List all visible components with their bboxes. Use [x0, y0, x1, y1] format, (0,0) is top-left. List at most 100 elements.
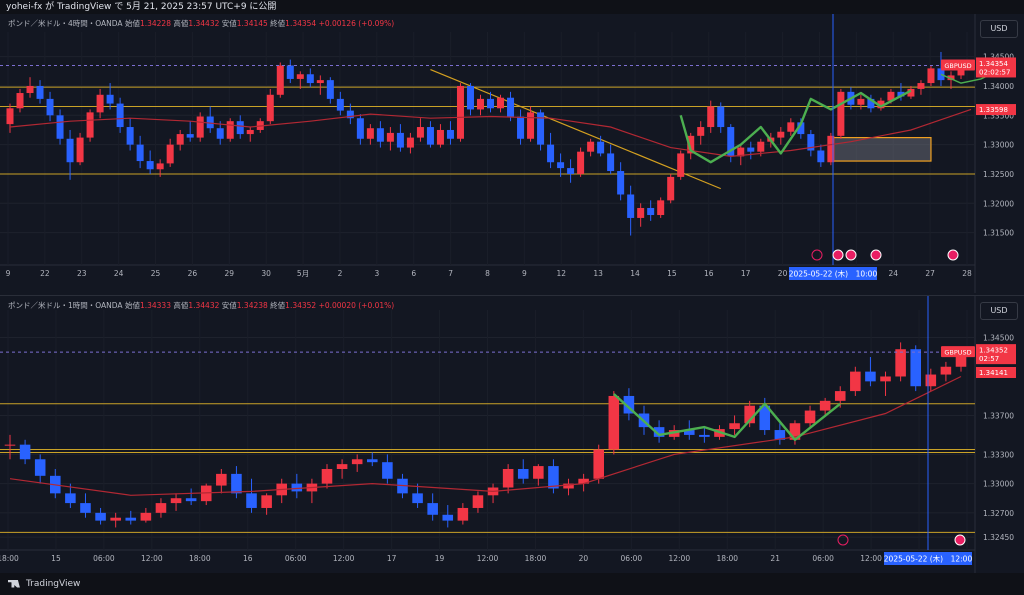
currency-button-4h[interactable]: USD: [980, 20, 1018, 38]
candle-body: [336, 98, 344, 111]
y-tick-label: 1.33000: [983, 480, 1014, 489]
x-tick-label: 18:00: [716, 554, 738, 563]
x-tick-label: 22: [40, 269, 50, 278]
candle-body: [497, 97, 505, 109]
candle-body: [291, 483, 303, 492]
candle-body: [537, 112, 545, 145]
x-tick-label: 2: [338, 269, 343, 278]
x-tick-label: 18:00: [0, 554, 19, 563]
crosshair-date-label: 2025-05-22 (木) 10:00: [789, 269, 878, 279]
candle-body: [737, 147, 745, 157]
candle-body: [637, 207, 645, 218]
candle-body: [185, 498, 197, 502]
x-tick-label: 28: [962, 269, 972, 278]
y-tick-label: 1.32000: [983, 199, 1014, 208]
chart-panel-4h[interactable]: 1.34500 1.34000 1.33500 1.33000 1.32500 1.320…: [0, 14, 1024, 293]
candle-body: [4, 444, 16, 446]
publish-header: yohei-fx が TradingView で 5月 21, 2025 23:…: [0, 0, 1024, 14]
candle-body: [578, 478, 589, 484]
candle-body: [657, 200, 665, 216]
candle-body: [567, 168, 575, 174]
candle-body: [155, 503, 167, 513]
candle-body: [156, 163, 164, 170]
y-tick-label: 1.32500: [983, 170, 1014, 179]
y-tick-label: 1.31500: [983, 229, 1014, 238]
candle-body: [321, 469, 333, 484]
candle-body: [593, 449, 604, 479]
candle-body: [316, 80, 324, 84]
moving-average-line: [9, 108, 972, 158]
candle-body: [707, 106, 715, 128]
event-marker-icon: [954, 534, 966, 546]
x-tick-label: 9: [522, 269, 527, 278]
candle-body: [382, 462, 393, 479]
symbol-tag-label: GBPUSD: [944, 62, 971, 70]
ohlc-legend-4h: ポンド／米ドル・4時間・OANDA 始値1.34228 高値1.34432 安値…: [8, 19, 395, 28]
candle-body: [502, 469, 514, 488]
candle-body: [346, 110, 354, 119]
wave-annotation-line: [679, 89, 912, 164]
candle-body: [226, 121, 234, 139]
candle-body: [608, 395, 620, 450]
candle-body: [717, 106, 725, 128]
event-marker-icon: [845, 249, 857, 261]
candle-body: [925, 374, 937, 387]
candle-body: [895, 349, 906, 377]
candle-body: [897, 91, 905, 97]
candle-body: [547, 144, 555, 163]
chart-1h-canvas[interactable]: 1.34500 1.33700 1.33300 1.33000 1.32700 1.324…: [0, 296, 1024, 574]
candle-body: [416, 127, 424, 138]
candle-body: [557, 162, 565, 169]
x-tick-label: 29: [225, 269, 235, 278]
x-tick-label: 21: [770, 554, 780, 563]
candle-body: [196, 116, 204, 138]
x-tick-label: 20: [579, 554, 589, 563]
candle-body: [927, 68, 935, 84]
x-tick-label: 14: [630, 269, 640, 278]
candle-body: [817, 150, 825, 163]
candle-body: [376, 128, 384, 142]
candle-body: [667, 176, 675, 201]
y-tick-label: 1.34500: [983, 334, 1014, 343]
candle-body: [887, 91, 895, 101]
candle-body: [867, 98, 875, 109]
x-tick-label: 12:00: [333, 554, 355, 563]
candle-body: [406, 137, 414, 148]
candle-body: [396, 132, 404, 148]
candle-body: [16, 93, 24, 109]
candle-body: [789, 423, 801, 440]
y-tick-label: 1.34500: [983, 53, 1014, 62]
event-marker-icon: [837, 534, 849, 546]
candle-body: [653, 427, 665, 437]
candle-body: [231, 473, 242, 494]
candle-body: [65, 493, 76, 504]
candle-body: [442, 514, 454, 521]
candle-body: [136, 144, 144, 162]
candle-body: [296, 74, 304, 79]
moving-average-line: [9, 375, 962, 496]
candle-body: [34, 459, 46, 476]
candle-body: [336, 464, 348, 470]
candle-body: [236, 121, 244, 135]
candle-body: [170, 498, 182, 504]
candle-body: [677, 153, 685, 177]
event-marker-icon: [832, 249, 844, 261]
currency-button-1h[interactable]: USD: [980, 302, 1018, 320]
crosshair-date-tag: [789, 267, 877, 280]
candle-body: [837, 91, 845, 136]
candle-body: [747, 147, 755, 152]
chart-panel-1h[interactable]: 1.34500 1.33700 1.33300 1.33000 1.32700 1.324…: [0, 295, 1024, 574]
y-tick-label: 1.33300: [983, 450, 1014, 459]
candle-body: [96, 94, 104, 113]
candle-body: [356, 118, 364, 139]
candle-body: [797, 122, 805, 135]
chart-4h-canvas[interactable]: 1.34500 1.34000 1.33500 1.33000 1.32500 1.320…: [0, 14, 1024, 293]
x-tick-label: 15: [667, 269, 677, 278]
wave-annotation-line: [612, 393, 841, 442]
candle-body: [880, 376, 891, 382]
x-tick-label: 12:00: [477, 554, 499, 563]
x-tick-label: 13: [593, 269, 603, 278]
event-marker-icon: [870, 249, 882, 261]
x-tick-label: 18:00: [189, 554, 211, 563]
candle-body: [533, 466, 544, 479]
